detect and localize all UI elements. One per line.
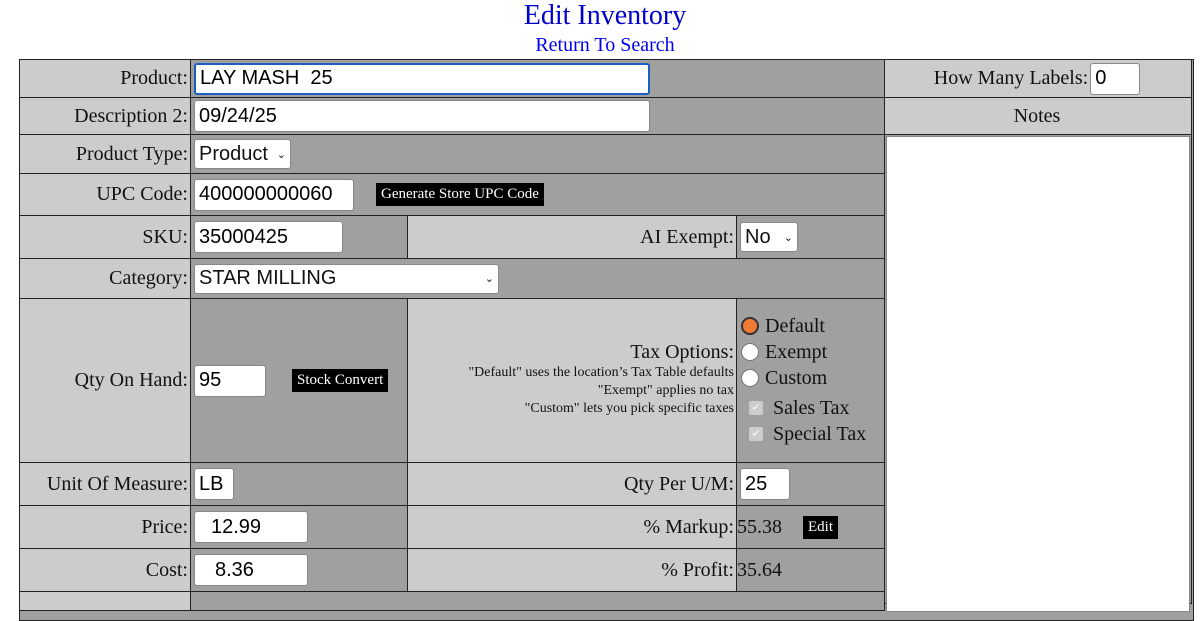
category-value: STAR MILLING — [199, 267, 337, 289]
description2-label: Description 2: — [19, 97, 191, 135]
product-cell — [190, 59, 885, 98]
radio-custom[interactable]: Custom — [741, 365, 827, 391]
qty-per-um-cell — [736, 462, 885, 506]
tax-options-label: Tax Options: — [630, 341, 734, 363]
sales-tax-label: Sales Tax — [773, 396, 850, 419]
ai-exempt-value: No — [745, 225, 771, 248]
product-label: Product: — [19, 59, 191, 98]
chevron-down-icon: ⌄ — [484, 273, 494, 285]
radio-custom-label: Custom — [765, 366, 828, 389]
markup-label: % Markup: — [407, 505, 737, 549]
tax-help-line: "Default" uses the location’s Tax Table … — [468, 365, 734, 380]
notes-header: Notes — [884, 97, 1192, 135]
labels-input[interactable] — [1090, 62, 1141, 95]
sales-tax-checkbox[interactable]: ✔ Sales Tax — [741, 395, 850, 421]
price-input[interactable] — [194, 511, 308, 543]
checkbox-checked-icon: ✔ — [749, 427, 763, 441]
category-select[interactable]: STAR MILLING ⌄ — [194, 263, 499, 294]
price-label: Price: — [19, 505, 191, 549]
notes-textarea[interactable] — [886, 136, 1190, 612]
unit-cell — [190, 462, 408, 506]
sku-input[interactable] — [194, 221, 343, 253]
radio-exempt[interactable]: Exempt — [741, 339, 827, 365]
product-input[interactable] — [194, 62, 650, 95]
chevron-down-icon: ⌄ — [276, 148, 286, 161]
product-type-value: Product — [199, 142, 268, 165]
radio-default-label: Default — [765, 314, 825, 337]
sku-label: SKU: — [19, 215, 191, 259]
unit-input[interactable] — [194, 468, 234, 500]
chevron-down-icon: ⌄ — [783, 231, 793, 244]
tax-help-line: "Exempt" applies no tax — [597, 383, 734, 398]
special-tax-checkbox[interactable]: ✔ Special Tax — [741, 421, 866, 447]
markup-value: 55.38 — [737, 515, 782, 538]
markup-cell: 55.38 Edit — [736, 505, 885, 549]
tax-help-line: "Custom" lets you pick specific taxes — [524, 401, 734, 416]
qty-on-hand-cell: Stock Convert — [190, 298, 408, 463]
sku-cell — [190, 215, 408, 259]
product-type-cell: Product ⌄ — [190, 134, 885, 174]
page-title: Edit Inventory — [523, 0, 687, 31]
radio-icon — [741, 343, 759, 361]
category-label: Category: — [19, 258, 191, 299]
qty-per-um-label: Qty Per U/M: — [407, 462, 737, 506]
tax-options-cell: Tax Options: "Default" uses the location… — [407, 298, 737, 463]
description2-input[interactable] — [194, 100, 650, 132]
return-to-search-link[interactable]: Return To Search — [535, 34, 675, 56]
next-row-label — [19, 591, 191, 611]
next-row-cell — [190, 591, 885, 611]
cost-input[interactable] — [194, 554, 308, 586]
special-tax-label: Special Tax — [773, 422, 867, 445]
profit-cell: 35.64 — [736, 548, 885, 592]
upc-cell: Generate Store UPC Code — [190, 173, 885, 216]
qty-on-hand-label: Qty On Hand: — [19, 298, 191, 463]
profit-value: 35.64 — [737, 558, 782, 581]
upc-label: UPC Code: — [19, 173, 191, 216]
ai-exempt-cell: No ⌄ — [736, 215, 885, 259]
labels-label: How Many Labels: — [933, 67, 1089, 89]
profit-label: % Profit: — [407, 548, 737, 592]
unit-label: Unit Of Measure: — [19, 462, 191, 506]
labels-cell: How Many Labels: — [884, 59, 1192, 98]
radio-default[interactable]: Default — [741, 313, 825, 339]
description2-cell — [190, 97, 885, 135]
ai-exempt-label: AI Exempt: — [407, 215, 737, 259]
cost-label: Cost: — [19, 548, 191, 592]
tax-help: "Default" uses the location’s Tax Table … — [468, 364, 734, 418]
radio-selected-icon — [741, 317, 759, 335]
stock-convert-button[interactable]: Stock Convert — [292, 369, 389, 392]
markup-edit-button[interactable]: Edit — [803, 515, 838, 539]
qty-per-um-input[interactable] — [740, 468, 790, 500]
notes-cell — [884, 134, 1192, 612]
qty-on-hand-input[interactable] — [194, 364, 266, 397]
product-type-label: Product Type: — [19, 134, 191, 174]
radio-exempt-label: Exempt — [765, 340, 828, 363]
generate-upc-button[interactable]: Generate Store UPC Code — [376, 183, 544, 206]
tax-radio-cell: Default Exempt Custom ✔ Sales Tax ✔ Specia… — [736, 298, 885, 463]
upc-input[interactable] — [194, 178, 354, 211]
cost-cell — [190, 548, 408, 592]
ai-exempt-select[interactable]: No ⌄ — [740, 222, 798, 252]
category-cell: STAR MILLING ⌄ — [190, 258, 885, 299]
product-type-select[interactable]: Product ⌄ — [194, 139, 291, 169]
radio-icon — [741, 369, 759, 387]
price-cell — [190, 505, 408, 549]
checkbox-checked-icon: ✔ — [749, 401, 763, 415]
